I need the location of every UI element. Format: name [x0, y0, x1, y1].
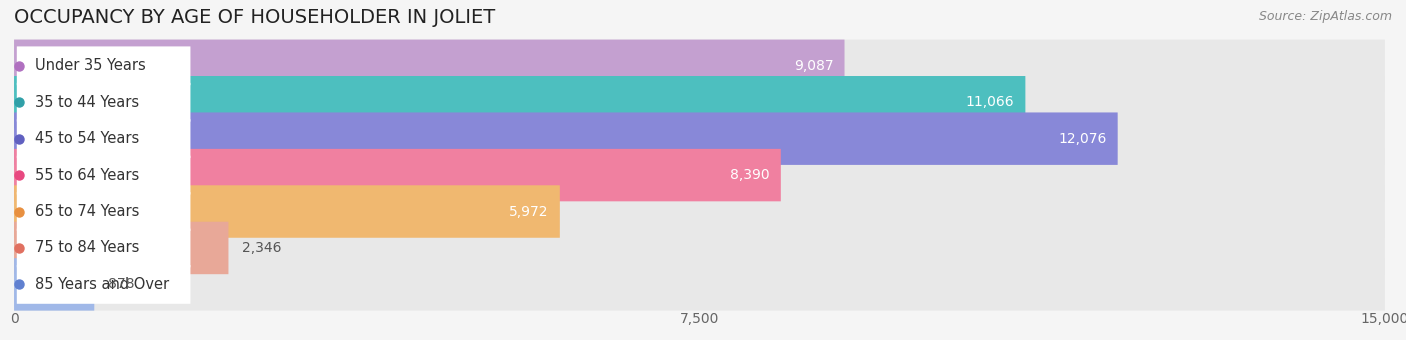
FancyBboxPatch shape [17, 228, 190, 267]
Text: Under 35 Years: Under 35 Years [35, 58, 146, 73]
FancyBboxPatch shape [17, 265, 190, 304]
Text: 12,076: 12,076 [1059, 132, 1107, 146]
FancyBboxPatch shape [14, 39, 1385, 92]
Text: 2,346: 2,346 [242, 241, 281, 255]
FancyBboxPatch shape [14, 258, 1385, 311]
FancyBboxPatch shape [14, 185, 560, 238]
Text: 9,087: 9,087 [794, 59, 834, 73]
FancyBboxPatch shape [14, 113, 1118, 165]
FancyBboxPatch shape [14, 185, 1385, 238]
Text: 11,066: 11,066 [966, 95, 1014, 109]
FancyBboxPatch shape [14, 149, 780, 201]
FancyBboxPatch shape [14, 149, 1385, 201]
FancyBboxPatch shape [14, 113, 1385, 165]
Text: 75 to 84 Years: 75 to 84 Years [35, 240, 139, 255]
Text: 35 to 44 Years: 35 to 44 Years [35, 95, 139, 110]
FancyBboxPatch shape [14, 39, 845, 92]
Text: 55 to 64 Years: 55 to 64 Years [35, 168, 139, 183]
Text: 5,972: 5,972 [509, 205, 548, 219]
FancyBboxPatch shape [17, 46, 190, 85]
Text: 65 to 74 Years: 65 to 74 Years [35, 204, 139, 219]
FancyBboxPatch shape [14, 258, 94, 311]
Text: 8,390: 8,390 [730, 168, 770, 182]
FancyBboxPatch shape [14, 76, 1025, 129]
FancyBboxPatch shape [14, 76, 1385, 129]
Text: 45 to 54 Years: 45 to 54 Years [35, 131, 139, 146]
FancyBboxPatch shape [14, 222, 1385, 274]
FancyBboxPatch shape [17, 119, 190, 158]
FancyBboxPatch shape [17, 156, 190, 194]
Text: Source: ZipAtlas.com: Source: ZipAtlas.com [1258, 10, 1392, 23]
FancyBboxPatch shape [17, 83, 190, 122]
FancyBboxPatch shape [14, 222, 228, 274]
Text: 878: 878 [108, 277, 135, 291]
Text: 85 Years and Over: 85 Years and Over [35, 277, 169, 292]
Text: OCCUPANCY BY AGE OF HOUSEHOLDER IN JOLIET: OCCUPANCY BY AGE OF HOUSEHOLDER IN JOLIE… [14, 8, 495, 27]
FancyBboxPatch shape [17, 192, 190, 231]
